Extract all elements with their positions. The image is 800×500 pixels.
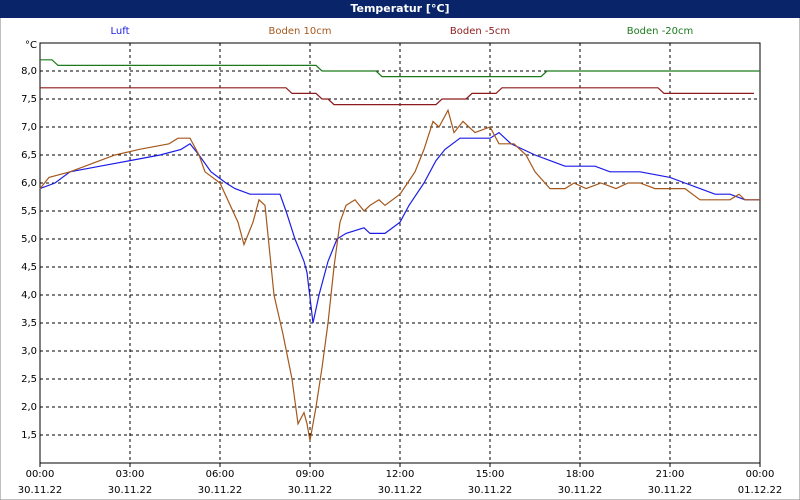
x-tick-label: 21:00 <box>656 469 685 480</box>
y-tick-label: 3,5 <box>21 318 37 329</box>
y-tick-label: 3,0 <box>21 346 37 357</box>
y-tick-label: 4,0 <box>21 290 37 301</box>
legend-entry: Boden -5cm <box>450 26 510 37</box>
y-tick-label: 6,5 <box>21 150 37 161</box>
chart-title: Temperatur [°C] <box>350 2 449 15</box>
y-tick-label: 2,5 <box>21 374 37 385</box>
x-tick-label: 18:00 <box>566 469 595 480</box>
x-tick-date: 30.11.22 <box>108 485 153 496</box>
y-tick-label: 4,5 <box>21 262 37 273</box>
legend-entry: Boden 10cm <box>269 26 332 37</box>
x-tick-date: 30.11.22 <box>288 485 333 496</box>
x-tick-date: 01.12.22 <box>738 485 783 496</box>
legend-entry: Boden -20cm <box>627 26 694 37</box>
x-tick-label: 00:00 <box>746 469 775 480</box>
y-tick-label: 5,5 <box>21 206 37 217</box>
series-line <box>40 59 760 78</box>
x-tick-label: 00:00 <box>26 469 55 480</box>
x-tick-label: 12:00 <box>386 469 415 480</box>
y-tick-label: 7,5 <box>21 94 37 105</box>
y-tick-label: 1,5 <box>21 430 37 441</box>
y-tick-label: 6,0 <box>21 178 37 189</box>
series-line <box>40 87 754 106</box>
x-tick-date: 30.11.22 <box>378 485 423 496</box>
x-tick-label: 15:00 <box>476 469 505 480</box>
y-unit: °C <box>25 40 37 51</box>
x-tick-label: 06:00 <box>206 469 235 480</box>
x-tick-label: 03:00 <box>116 469 145 480</box>
x-tick-date: 30.11.22 <box>198 485 243 496</box>
x-tick-date: 30.11.22 <box>18 485 63 496</box>
title-bar <box>0 0 800 18</box>
y-tick-label: 7,0 <box>21 122 37 133</box>
x-tick-date: 30.11.22 <box>468 485 513 496</box>
legend-entry: Luft <box>111 26 130 37</box>
x-tick-date: 30.11.22 <box>648 485 693 496</box>
x-tick-date: 30.11.22 <box>558 485 603 496</box>
series-line <box>39 108 760 441</box>
x-tick-label: 09:00 <box>296 469 325 480</box>
y-tick-label: 5,0 <box>21 234 37 245</box>
y-tick-label: 8,0 <box>21 66 37 77</box>
y-tick-label: 2,0 <box>21 402 37 413</box>
